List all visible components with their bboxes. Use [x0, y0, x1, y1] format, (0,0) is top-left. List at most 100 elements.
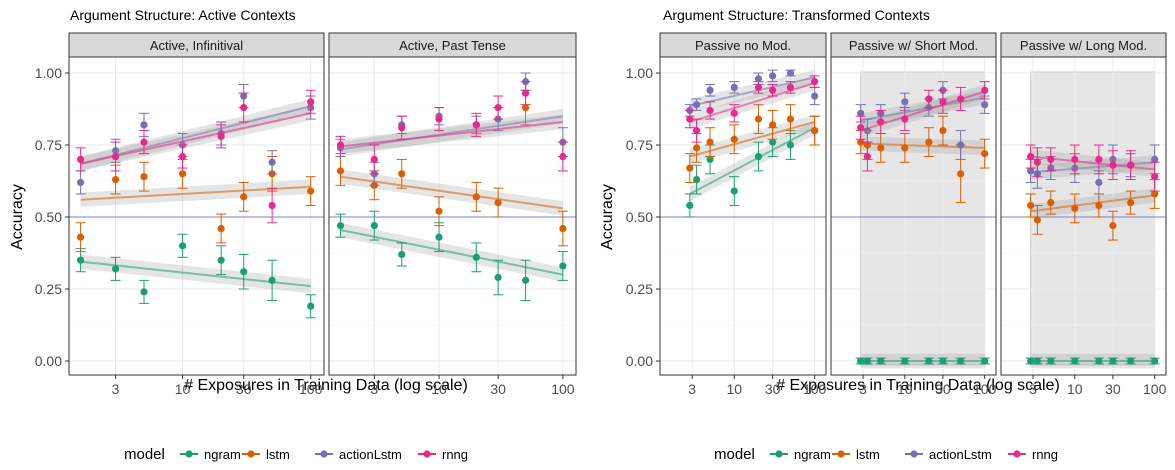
- data-point: [307, 187, 315, 195]
- data-point: [1095, 357, 1103, 365]
- data-point: [178, 170, 187, 178]
- x-tick-label: 10: [1067, 381, 1083, 397]
- x-tick-label: 10: [431, 381, 447, 397]
- legend-item-rnng: rnng: [418, 447, 468, 462]
- data-point: [268, 276, 276, 284]
- data-point: [472, 253, 480, 261]
- data-point: [178, 152, 187, 161]
- x-tick-label: 3: [859, 381, 867, 397]
- data-point: [76, 233, 85, 241]
- data-point: [1127, 161, 1135, 169]
- data-point: [730, 109, 738, 117]
- x-tick-label: 10: [175, 381, 191, 397]
- panel-border: [830, 56, 997, 376]
- data-point: [730, 187, 738, 195]
- data-point: [1027, 152, 1035, 161]
- data-point: [1095, 155, 1103, 163]
- data-point: [307, 302, 315, 310]
- fit-line: [860, 142, 985, 149]
- x-tick-label: 10: [897, 381, 913, 397]
- data-point: [1047, 357, 1055, 365]
- legend-title: model: [714, 446, 755, 463]
- x-tick-label: 30: [236, 381, 252, 397]
- data-point: [111, 175, 120, 184]
- data-point: [1127, 357, 1135, 365]
- data-point: [435, 207, 443, 215]
- left-figure-title: Argument Structure: Active Contexts: [70, 7, 296, 23]
- data-point: [240, 193, 248, 201]
- data-point: [140, 138, 148, 146]
- y-tick-label: 0.00: [35, 353, 62, 369]
- data-point: [336, 141, 345, 149]
- x-tick-label: 30: [490, 381, 506, 397]
- data-point: [786, 115, 795, 123]
- shaded-region: [1030, 71, 1156, 366]
- fit-line: [80, 105, 311, 165]
- data-point: [939, 357, 947, 365]
- fit-line: [689, 120, 815, 158]
- data-point: [957, 357, 965, 365]
- data-point: [472, 121, 480, 129]
- data-point: [398, 170, 406, 178]
- data-point: [435, 115, 443, 123]
- right-x-axis-label: # Exposures in Training Data (log scale): [776, 377, 1060, 394]
- data-point: [957, 95, 965, 103]
- data-point: [706, 86, 714, 94]
- facet-panel: Passive no Mod. 0.00 0.25 0.50 0.75 1.00 3 10 30…: [626, 32, 827, 397]
- data-point: [925, 138, 933, 146]
- series-ngram: [855, 353, 990, 369]
- data-point: [939, 98, 947, 106]
- data-point: [901, 144, 909, 152]
- data-point: [268, 201, 276, 210]
- series-rnng: [684, 75, 820, 143]
- data-point: [877, 144, 885, 152]
- fit-line: [689, 126, 816, 195]
- data-point: [686, 115, 694, 123]
- x-tick-label: 3: [1029, 381, 1037, 397]
- series-ngram: [75, 233, 316, 319]
- legend-item-actionLstm: actionLstm: [315, 447, 402, 462]
- y-tick-label: 1.00: [35, 65, 62, 81]
- data-point: [981, 150, 989, 158]
- facet-strip: [1000, 32, 1167, 58]
- data-point: [1109, 161, 1117, 169]
- right-figure-title: Argument Structure: Transformed Contexts: [663, 7, 930, 23]
- fit-line: [340, 120, 563, 148]
- facet-strip-label: Active, Past Tense: [399, 38, 506, 53]
- data-point: [857, 124, 865, 132]
- data-point: [754, 75, 763, 83]
- data-point: [1127, 199, 1135, 207]
- x-tick-label: 100: [973, 381, 997, 397]
- legend-label: rnng: [1032, 447, 1058, 462]
- data-point: [1151, 173, 1159, 181]
- data-point: [754, 115, 763, 123]
- panel-border: [659, 56, 827, 376]
- plot-area: [69, 57, 324, 375]
- legend: model ngram lstm actionLstm rnng: [124, 446, 468, 463]
- facet-strip-label: Active, Infinitival: [150, 38, 243, 53]
- data-point: [769, 86, 777, 94]
- series-rnng: [855, 81, 990, 172]
- data-point: [1027, 201, 1035, 210]
- left-x-axis-label: # Exposures in Training Data (log scale): [184, 377, 468, 394]
- data-point: [769, 72, 777, 80]
- x-tick-label: 30: [765, 381, 781, 397]
- data-point: [1109, 357, 1117, 365]
- data-point: [692, 144, 701, 152]
- data-point: [370, 222, 378, 230]
- legend-label: actionLstm: [929, 447, 992, 462]
- fit-line: [340, 115, 564, 151]
- data-point: [901, 115, 909, 123]
- data-point: [925, 357, 933, 365]
- right-y-axis-label: Accuracy: [599, 184, 616, 250]
- data-point: [1095, 201, 1103, 210]
- panel-border: [68, 56, 325, 376]
- data-point: [140, 173, 148, 181]
- legend-item-lstm: lstm: [242, 447, 290, 462]
- x-tick-label: 100: [299, 381, 323, 397]
- legend-item-rnng: rnng: [1008, 447, 1058, 462]
- legend-key-point: [185, 450, 193, 458]
- series-lstm: [684, 104, 820, 183]
- facet-strip-label: Passive w/ Long Mod.: [1020, 38, 1147, 53]
- data-point: [901, 98, 909, 106]
